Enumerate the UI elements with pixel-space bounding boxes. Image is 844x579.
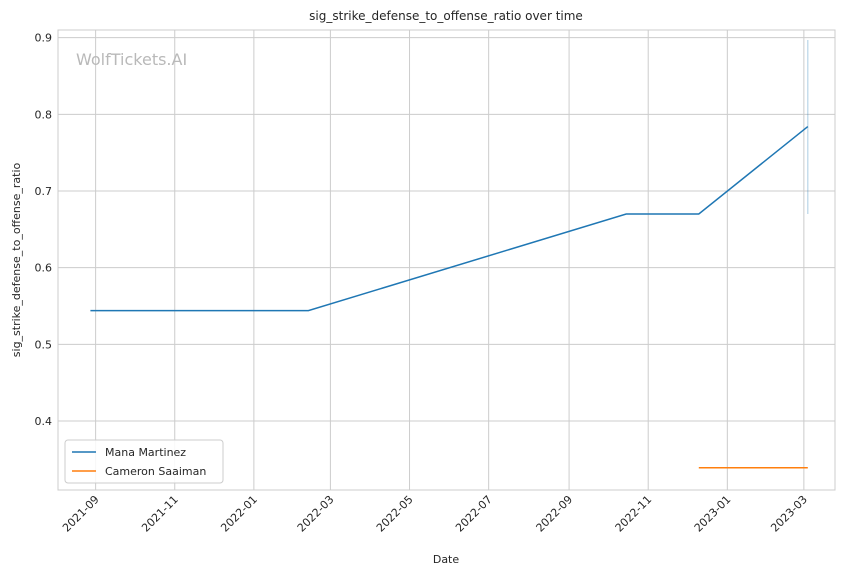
legend: Mana Martinez Cameron Saaiman <box>64 439 224 484</box>
y-tick-label: 0.7 <box>35 185 53 198</box>
x-tick-label: 2021-09 <box>60 493 102 535</box>
x-tick-label: 2021-11 <box>139 493 181 535</box>
grid <box>58 30 835 490</box>
legend-label-cameron-saaiman: Cameron Saaiman <box>105 465 206 478</box>
y-tick-label: 0.4 <box>35 415 53 428</box>
chart-title: sig_strike_defense_to_offense_ratio over… <box>309 9 583 23</box>
watermark: WolfTickets.AI <box>76 50 187 69</box>
plot-frame <box>57 29 836 491</box>
legend-box <box>64 439 224 484</box>
x-tick-label: 2022-03 <box>295 493 337 535</box>
y-tick-label: 0.8 <box>35 108 53 121</box>
y-tick-label: 0.5 <box>35 338 53 351</box>
y-tick-label: 0.9 <box>35 32 53 45</box>
x-tick-label: 2023-03 <box>768 493 810 535</box>
x-tick-label: 2022-11 <box>613 493 655 535</box>
x-tick-label: 2022-07 <box>453 493 495 535</box>
x-tick-label: 2022-09 <box>534 493 576 535</box>
x-axis-label: Date <box>433 553 460 566</box>
x-tick-label: 2022-01 <box>218 493 260 535</box>
series-line-mana-martinez <box>90 126 809 312</box>
series-layer <box>90 39 809 469</box>
x-tick-label: 2023-01 <box>692 493 734 535</box>
plot-area <box>58 30 835 490</box>
y-axis: 0.4 0.5 0.6 0.7 0.8 0.9 <box>35 32 53 428</box>
x-axis: 2021-09 2021-11 2022-01 2022-03 2022-05 2022-… <box>60 493 810 535</box>
legend-label-mana-martinez: Mana Martinez <box>105 446 186 459</box>
y-axis-label: sig_strike_defense_to_offense_ratio <box>10 163 23 358</box>
y-tick-label: 0.6 <box>35 262 53 275</box>
x-tick-label: 2022-05 <box>374 493 416 535</box>
